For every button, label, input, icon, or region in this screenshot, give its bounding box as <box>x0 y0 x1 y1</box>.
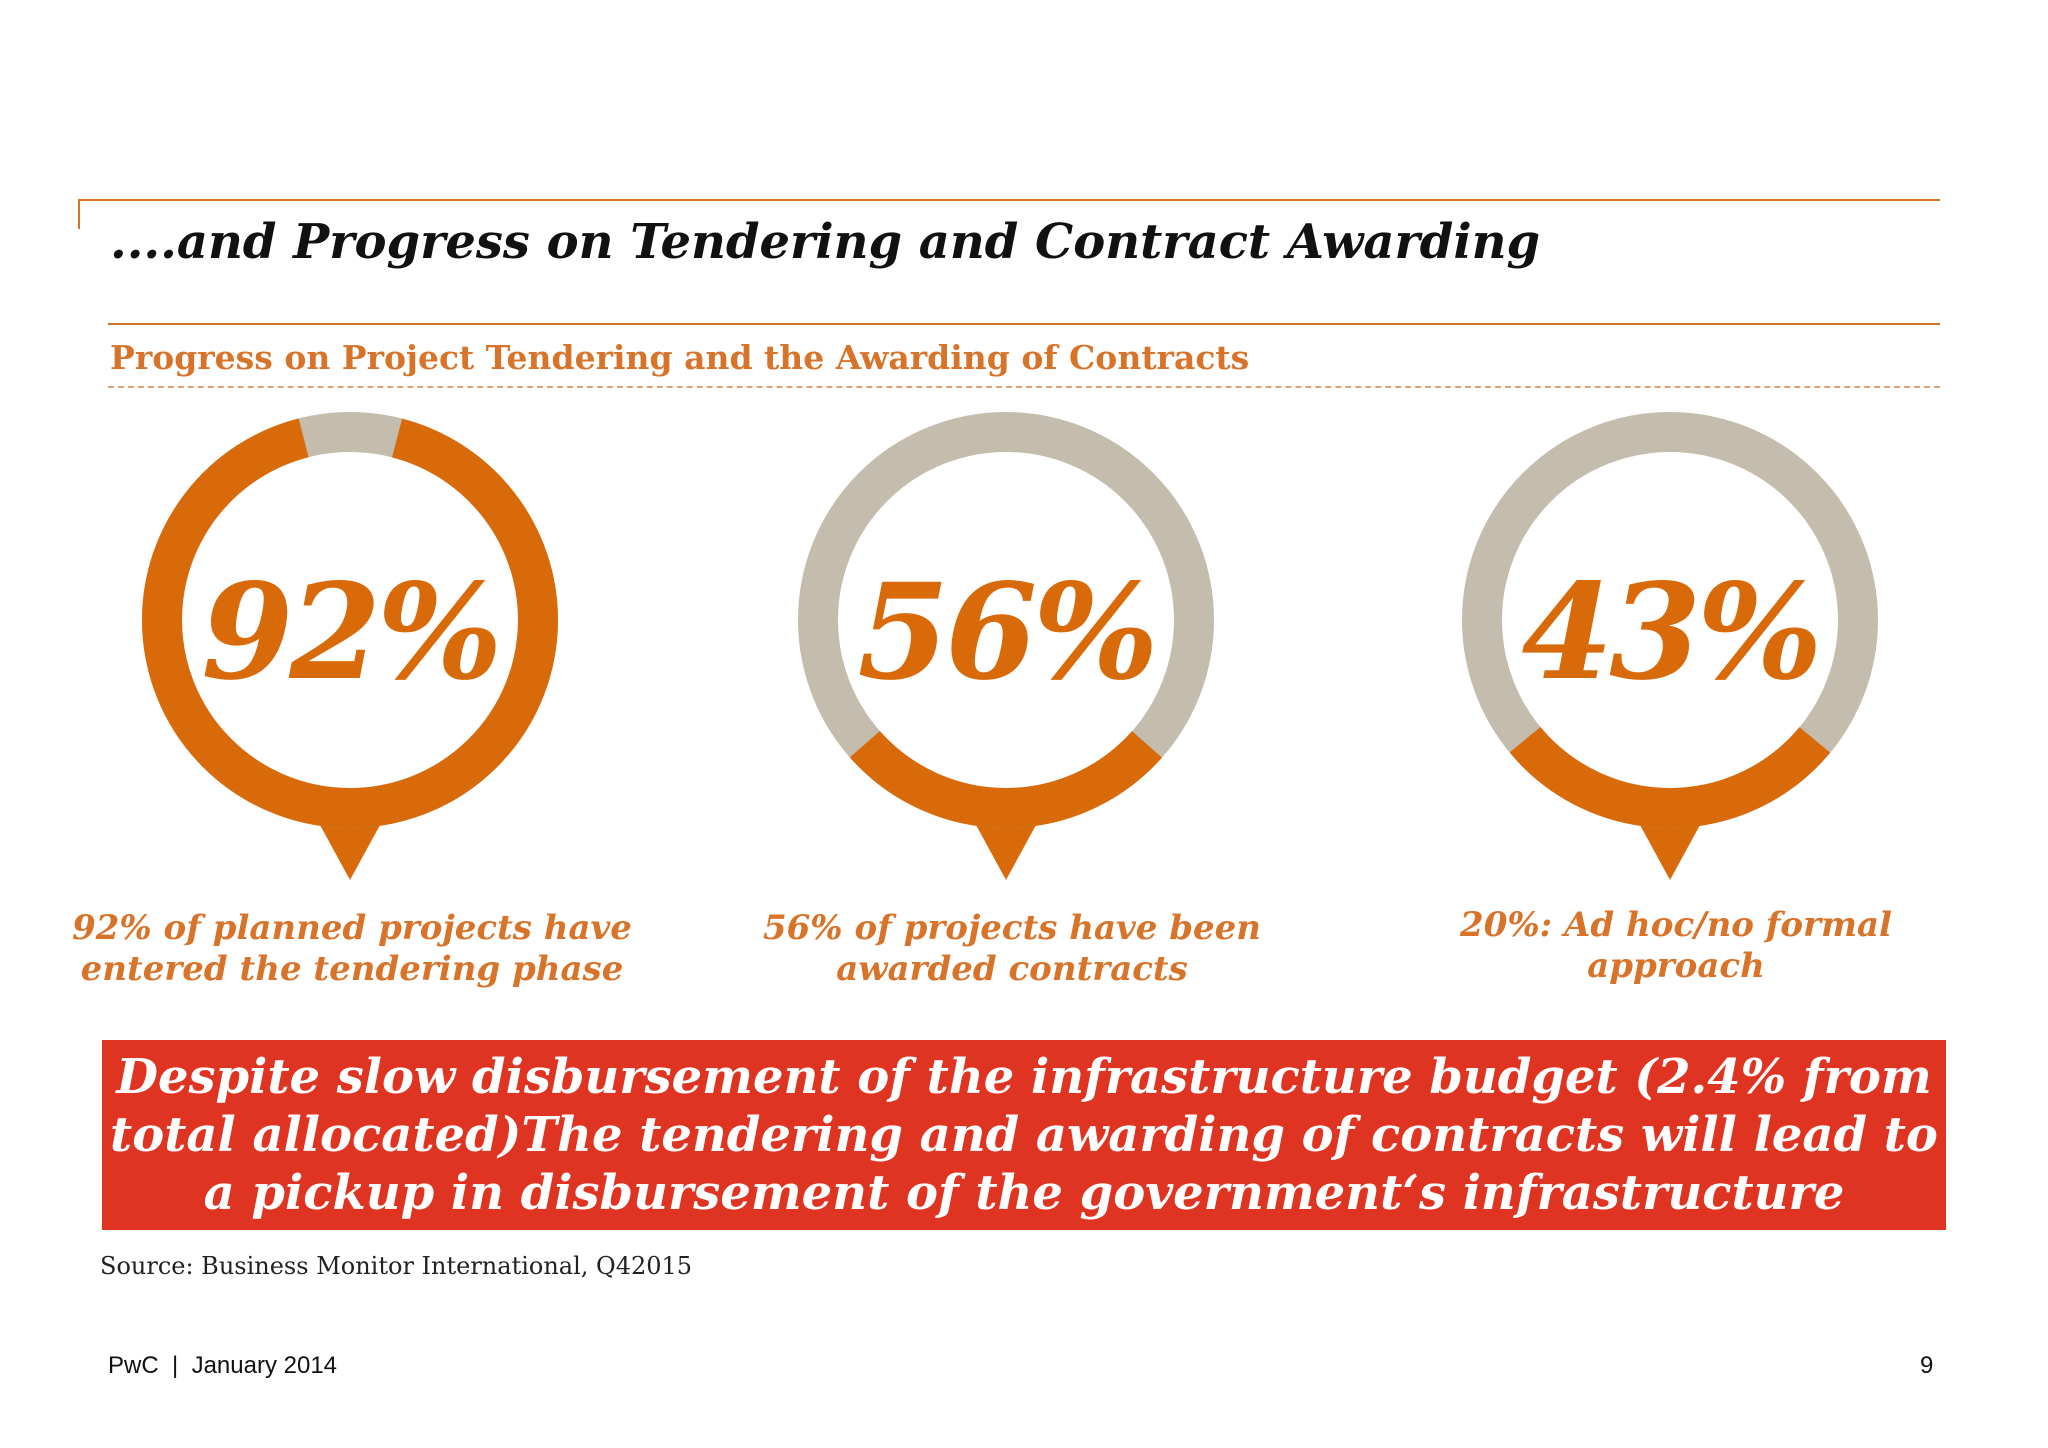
gauge-1-arc <box>142 412 558 828</box>
gauge-3-ring <box>1462 412 1878 880</box>
frame-left-tick <box>78 199 80 229</box>
gauge-3-caption: 20%: Ad hoc/no formal approach <box>1460 905 1892 986</box>
source-note: Source: Business Monitor International, … <box>100 1252 693 1280</box>
title-divider <box>108 323 1940 325</box>
gauge-1-pointer <box>320 825 380 880</box>
gauge-1-ring <box>142 412 558 880</box>
section-subtitle: Progress on Project Tendering and the Aw… <box>110 338 1250 377</box>
subtitle-dashed-divider <box>108 386 1940 388</box>
gauge-2-arc <box>798 412 1214 828</box>
gauge-1-value: 92% <box>201 555 502 710</box>
frame-top-rule <box>78 199 1940 201</box>
gauge-2-pointer <box>976 825 1036 880</box>
gauge-1-caption: 92% of planned projects have entered the… <box>72 908 632 989</box>
conclusion-text: Despite slow disbursement of the infrast… <box>110 1049 1938 1279</box>
footer-label: PwC | January 2014 <box>108 1352 338 1379</box>
gauge-2-value: 56% <box>857 555 1158 710</box>
gauge-2-ring <box>798 412 1214 880</box>
page-title: ....and Progress on Tendering and Contra… <box>110 214 1541 270</box>
gauge-3: 43% <box>1450 405 1890 895</box>
conclusion-banner: Despite slow disbursement of the infrast… <box>102 1040 1946 1279</box>
page-number: 9 <box>1920 1352 1934 1379</box>
gauge-1: 92% <box>130 405 570 895</box>
gauge-3-arc <box>1462 412 1878 828</box>
gauge-3-pointer <box>1640 825 1700 880</box>
gauge-2-caption: 56% of projects have been awarded contra… <box>762 908 1261 989</box>
gauge-3-value: 43% <box>1521 555 1822 710</box>
gauge-2: 56% <box>786 405 1226 895</box>
